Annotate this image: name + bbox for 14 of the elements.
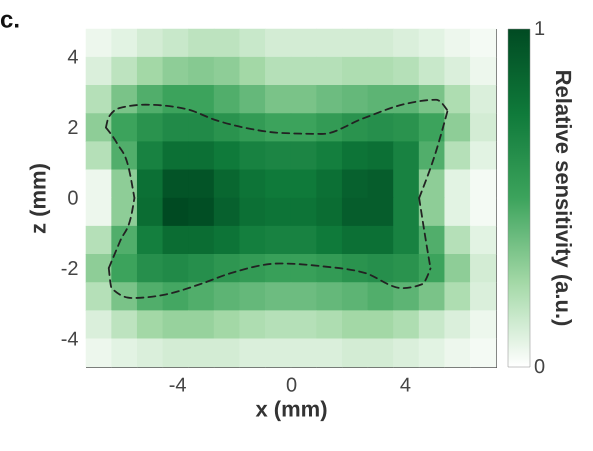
color-bar-label: 0 [534,356,546,378]
x-axis-title: x (mm) [255,396,328,422]
y-tick-label: -4 [60,328,78,350]
color-bar-title: Relative sensitivity (a.u.) [551,70,576,326]
chart-title: c. [0,6,20,34]
color-bar-label: 1 [534,18,546,40]
x-tick-label: -4 [168,374,187,396]
x-tick-label: 0 [286,374,298,396]
y-tick-label: 2 [67,117,78,140]
y-tick-label: 4 [67,46,78,69]
y-tick-label: -2 [60,258,78,280]
x-tick-label: 4 [400,374,411,396]
y-axis-title: z (mm) [26,163,51,234]
y-tick-label: 0 [67,188,78,210]
